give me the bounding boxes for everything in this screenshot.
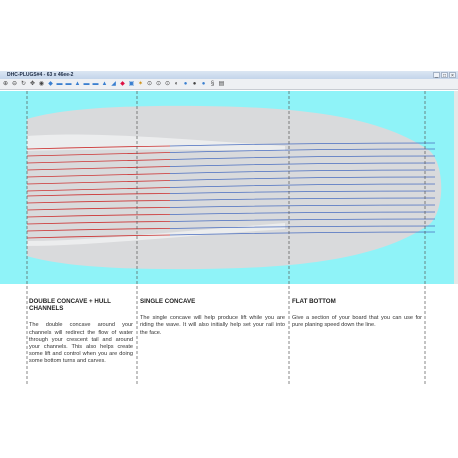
view-icon[interactable]: ✶ — [137, 80, 144, 87]
contour-line-red — [26, 221, 171, 225]
shape-icon[interactable]: ◢ — [111, 80, 116, 87]
section-single-concave: SINGLE CONCAVE The single concave will h… — [140, 298, 285, 337]
contour-line-blue — [169, 183, 436, 188]
contour-line-blue — [169, 162, 436, 167]
board-view-canvas[interactable] — [0, 91, 458, 284]
app-window: DHC-PLUGS#4 - 63 x 46ee-2 _ □ × ⊕ ⊖ ↻ ✥ … — [0, 71, 458, 286]
shape-icon[interactable]: ◆ — [48, 80, 53, 87]
contour-line-red — [26, 214, 171, 218]
contour-line-blue — [169, 218, 436, 222]
contour-line-red — [26, 180, 171, 185]
close-button[interactable]: × — [449, 72, 456, 79]
view-icon[interactable]: ● — [183, 80, 188, 87]
shape-icon[interactable]: ▲ — [101, 80, 108, 87]
vertical-scrollbar[interactable] — [454, 91, 458, 284]
contour-line-red — [26, 173, 171, 178]
section-annotation-layer — [26, 286, 426, 386]
view-icon[interactable]: ● — [192, 80, 197, 87]
board-bottom-drawing — [0, 91, 454, 284]
view-icon[interactable]: ◐ — [174, 80, 179, 87]
contour-line-blue — [169, 169, 436, 174]
contour-line-red — [26, 234, 171, 239]
section-double-concave: DOUBLE CONCAVE + HULL CHANNELS The doubl… — [29, 298, 133, 366]
section-heading: FLAT BOTTOM — [292, 298, 336, 305]
minimize-button[interactable]: _ — [433, 72, 440, 79]
section-dividers — [26, 91, 426, 284]
section-body: The double concave around your channels … — [29, 322, 133, 365]
rotate-icon[interactable]: ↻ — [20, 80, 27, 87]
section-body: The single concave will help produce lif… — [140, 315, 285, 336]
contour-line-blue — [169, 142, 436, 147]
shape-icon[interactable]: ▲ — [74, 80, 81, 87]
contour-line-red — [26, 207, 171, 211]
view-icon[interactable]: ⊙ — [146, 80, 153, 87]
shape-icon[interactable]: ▬ — [56, 80, 63, 87]
contour-line-red — [26, 166, 171, 171]
zoom-out-icon[interactable]: ⊖ — [11, 80, 18, 87]
contour-line-red — [26, 200, 171, 204]
view-icon[interactable]: ▤ — [218, 80, 225, 87]
contour-line-blue — [169, 225, 436, 229]
view-icon[interactable]: ⊙ — [155, 80, 162, 87]
view-icon[interactable]: § — [210, 80, 215, 87]
contour-line-blue — [169, 211, 436, 215]
section-flat-bottom: FLAT BOTTOM Give a section of your board… — [292, 298, 422, 330]
contour-line-red — [26, 228, 171, 232]
shape-icon[interactable]: ▬ — [92, 80, 99, 87]
view-icon[interactable]: ◆ — [120, 80, 125, 87]
channel-shadow-bottom — [27, 223, 285, 246]
contour-line-blue — [169, 231, 436, 236]
contour-line-red — [26, 145, 171, 150]
contour-lines — [26, 142, 436, 239]
shape-icon[interactable]: ▬ — [83, 80, 90, 87]
section-heading: SINGLE CONCAVE — [140, 298, 196, 305]
channel-shadow-top — [27, 134, 285, 151]
contour-line-blue — [169, 148, 436, 153]
board-outline — [27, 105, 442, 270]
contour-line-red — [26, 187, 171, 192]
toolbar: ⊕ ⊖ ↻ ✥ ◉ ◆ ▬ ▬ ▲ ▬ ▬ ▲ ◢ ◆ ▣ ✶ ⊙ ⊙ ⊙ ◐ … — [0, 79, 458, 90]
shape-icon[interactable]: ▬ — [65, 80, 72, 87]
camera-icon[interactable]: ◉ — [38, 80, 45, 87]
contour-line-blue — [169, 204, 436, 208]
contour-line-blue — [169, 190, 436, 194]
section-body: Give a section of your board that you ca… — [292, 315, 422, 329]
zoom-in-icon[interactable]: ⊕ — [2, 80, 9, 87]
maximize-button[interactable]: □ — [441, 72, 448, 79]
contour-line-blue — [169, 197, 436, 201]
view-icon[interactable]: ▣ — [128, 80, 135, 87]
contour-line-red — [26, 193, 171, 197]
window-controls: _ □ × — [433, 72, 456, 79]
contour-line-red — [26, 152, 171, 157]
contour-line-red — [26, 159, 171, 164]
view-icon[interactable]: ⊙ — [164, 80, 171, 87]
pan-icon[interactable]: ✥ — [29, 80, 36, 87]
section-heading: DOUBLE CONCAVE + HULL CHANNELS — [29, 298, 111, 313]
contour-line-blue — [169, 176, 436, 181]
view-icon[interactable]: ● — [201, 80, 206, 87]
window-title: DHC-PLUGS#4 - 63 x 46ee-2 — [7, 72, 74, 78]
contour-line-blue — [169, 155, 436, 160]
